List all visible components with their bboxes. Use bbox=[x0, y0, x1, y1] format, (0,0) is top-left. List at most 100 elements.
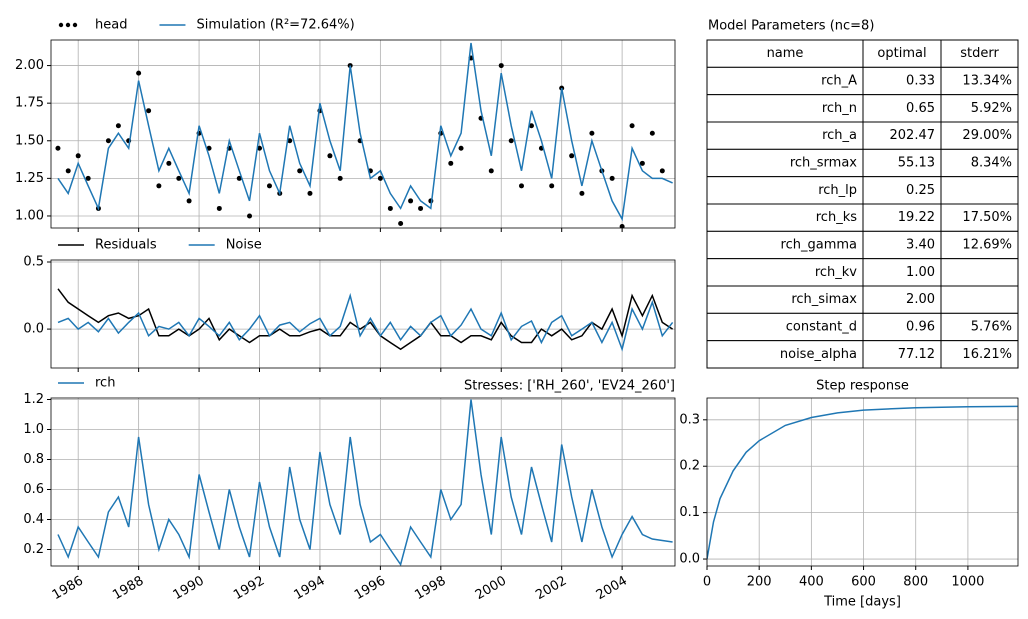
head-point bbox=[216, 205, 222, 211]
series-line bbox=[707, 405, 1018, 560]
head-point bbox=[649, 130, 655, 136]
table-cell bbox=[862, 94, 942, 123]
head-point bbox=[307, 190, 313, 196]
table-cell bbox=[862, 312, 942, 342]
series-line bbox=[57, 288, 674, 351]
series bbox=[57, 292, 674, 352]
y-tick-label: 1.00 bbox=[15, 208, 44, 223]
head-point bbox=[287, 138, 293, 144]
x-tick-label: 800 bbox=[903, 575, 928, 590]
table-cell bbox=[706, 340, 864, 369]
table-text: 0.96 bbox=[906, 320, 935, 335]
table-cell bbox=[940, 176, 1019, 205]
table-text: rch_a bbox=[822, 128, 857, 143]
legend-label: Residuals bbox=[95, 238, 157, 253]
x-tick-label: 1996 bbox=[352, 574, 388, 604]
legend-label: head bbox=[95, 18, 127, 33]
table-text: rch_srmax bbox=[790, 156, 857, 171]
head-point bbox=[65, 168, 71, 174]
x-tick-label: 1988 bbox=[110, 574, 146, 604]
x-tick-label: 1000 bbox=[951, 575, 984, 590]
x-tick-label: 2000 bbox=[473, 574, 509, 604]
y-tick-label: 0.6 bbox=[23, 482, 44, 497]
head-point bbox=[458, 145, 464, 151]
axes-frame bbox=[50, 397, 676, 567]
x-tick-label: 2004 bbox=[594, 574, 630, 604]
table-text: 2.00 bbox=[906, 292, 935, 307]
head-point bbox=[146, 108, 152, 114]
table-text: constant_d bbox=[786, 320, 857, 335]
y-tick-label: 1.0 bbox=[23, 422, 44, 437]
head-point bbox=[609, 175, 615, 181]
table-text: name bbox=[767, 46, 804, 61]
table-text: 29.00% bbox=[962, 128, 1012, 143]
y-tick-label: 0.0 bbox=[679, 552, 700, 567]
head-point bbox=[418, 205, 424, 211]
head-point bbox=[377, 175, 383, 181]
table-text: 202.47 bbox=[890, 128, 936, 143]
head-point bbox=[398, 220, 404, 226]
head-point bbox=[569, 153, 575, 159]
table-cell bbox=[862, 148, 942, 178]
table-text: 16.21% bbox=[962, 347, 1012, 362]
table-text: rch_kv bbox=[815, 265, 857, 280]
table-cell bbox=[862, 340, 942, 369]
x-tick-label: 200 bbox=[747, 575, 772, 590]
head-point bbox=[619, 223, 625, 228]
table-text: rch_ks bbox=[816, 210, 857, 225]
table-text: 0.65 bbox=[906, 101, 935, 116]
table-text: 77.12 bbox=[898, 347, 935, 362]
head-point bbox=[297, 168, 303, 174]
series bbox=[707, 405, 1018, 560]
table-cell bbox=[862, 285, 942, 314]
head-point bbox=[85, 175, 91, 181]
table-text: rch_gamma bbox=[781, 238, 857, 253]
table-cell bbox=[940, 230, 1019, 260]
axes-frame bbox=[50, 259, 676, 369]
head-point bbox=[257, 145, 263, 151]
table-text: 0.33 bbox=[906, 74, 935, 89]
head-point bbox=[247, 213, 253, 219]
table-cell bbox=[706, 312, 864, 342]
x-tick-label: 1992 bbox=[231, 574, 267, 604]
head-point bbox=[629, 123, 635, 129]
head-point bbox=[105, 138, 111, 144]
head-point bbox=[136, 70, 142, 76]
x-tick-label: 2002 bbox=[533, 574, 569, 604]
table-text: 8.34% bbox=[971, 156, 1012, 171]
series-line bbox=[57, 399, 673, 566]
x-axis-label: Time [days] bbox=[823, 595, 901, 610]
legend-label: Simulation (R²=72.64%) bbox=[196, 18, 354, 33]
head-point bbox=[448, 160, 454, 166]
head-point bbox=[206, 145, 212, 151]
table-cell bbox=[706, 148, 864, 178]
legend-dot bbox=[58, 22, 64, 28]
head-point bbox=[236, 175, 242, 181]
head-point bbox=[115, 123, 121, 129]
head-point bbox=[387, 205, 393, 211]
table-text: 3.40 bbox=[906, 238, 935, 253]
table-cell bbox=[862, 66, 942, 96]
table-text: rch_A bbox=[821, 74, 857, 89]
table-text: rch_n bbox=[822, 101, 857, 116]
x-tick-label: 0 bbox=[703, 575, 711, 590]
head-point bbox=[327, 153, 333, 159]
series bbox=[57, 42, 673, 222]
table-cell bbox=[940, 340, 1019, 369]
y-tick-label: 1.2 bbox=[23, 392, 44, 407]
axes-frame bbox=[50, 39, 676, 229]
table-cell bbox=[940, 66, 1019, 96]
series-line bbox=[57, 292, 674, 352]
table-text: 1.00 bbox=[906, 265, 935, 280]
stresses-label: Stresses: ['RH_260', 'EV24_260'] bbox=[464, 379, 675, 394]
chart-title: Step response bbox=[816, 379, 909, 394]
table-cell bbox=[706, 176, 864, 205]
head-point bbox=[508, 138, 514, 144]
table-title: Model Parameters (nc=8) bbox=[708, 19, 874, 34]
table-text: 17.50% bbox=[962, 210, 1012, 225]
head-point bbox=[639, 160, 645, 166]
head-point bbox=[156, 183, 162, 189]
table-text: 0.25 bbox=[906, 183, 935, 198]
series-line bbox=[57, 42, 673, 222]
